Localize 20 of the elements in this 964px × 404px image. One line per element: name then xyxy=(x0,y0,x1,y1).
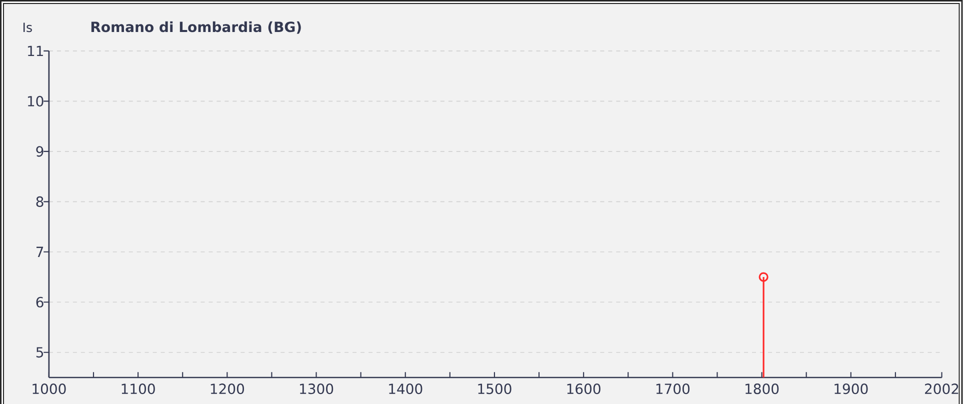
x-tick-label: 1200 xyxy=(210,383,244,394)
x-tick-label: 1400 xyxy=(389,383,422,394)
y-tick-label: 10 xyxy=(28,96,44,106)
x-tick-label: 1600 xyxy=(567,383,600,394)
y-tick-label: 6 xyxy=(36,296,44,308)
x-tick-label: 1500 xyxy=(478,383,512,394)
y-tick-label: 8 xyxy=(36,196,44,207)
x-tick-label: 2002 xyxy=(925,383,958,394)
y-tick-label: 7 xyxy=(36,246,44,257)
y-axis-title: Is xyxy=(23,22,32,32)
x-tick-label: 1300 xyxy=(300,383,334,394)
chart-title: Romano di Lombardia (BG) xyxy=(91,21,301,34)
y-tick-label: 9 xyxy=(36,146,44,156)
y-tick-label: 11 xyxy=(28,46,43,56)
x-tick-label: 1100 xyxy=(122,383,155,394)
y-tick-label: 5 xyxy=(36,346,44,358)
x-tick-label: 1700 xyxy=(656,383,690,394)
x-tick-label: 1900 xyxy=(834,383,868,394)
x-tick-label: 1800 xyxy=(746,383,779,394)
x-tick-label: 1000 xyxy=(32,383,66,394)
